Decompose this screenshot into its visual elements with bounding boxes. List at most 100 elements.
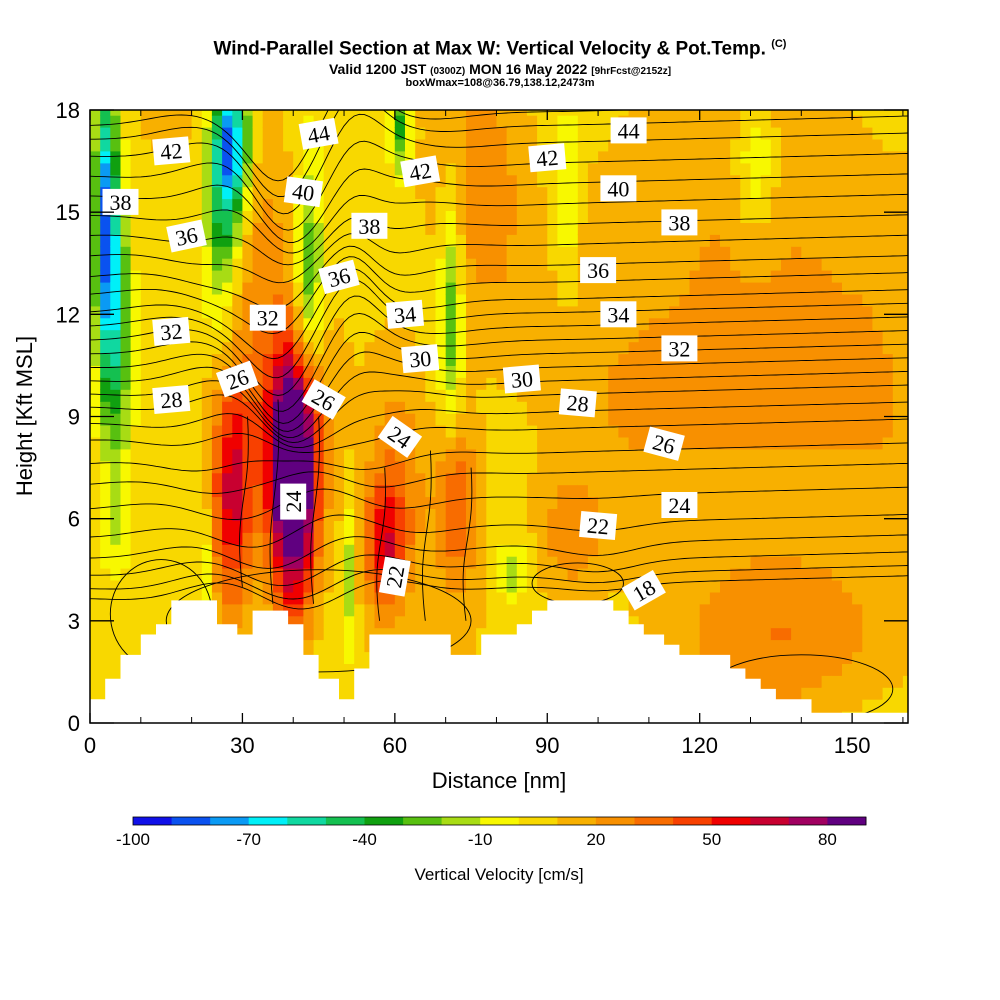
velocity-cell: [272, 258, 284, 271]
velocity-cell: [628, 484, 640, 498]
velocity-cell: [384, 282, 396, 295]
velocity-cell: [689, 246, 701, 259]
velocity-cell: [750, 377, 762, 390]
velocity-cell: [791, 317, 802, 331]
velocity-cell: [760, 389, 772, 402]
velocity-cell: [90, 329, 101, 343]
velocity-cell: [435, 472, 447, 486]
velocity-cell: [394, 401, 406, 414]
velocity-cell: [333, 365, 345, 378]
velocity-cell: [90, 293, 101, 307]
velocity-cell: [222, 544, 233, 557]
velocity-cell: [466, 222, 477, 235]
velocity-cell: [415, 377, 426, 390]
velocity-cell: [364, 353, 376, 366]
velocity-cell: [120, 282, 132, 295]
velocity-cell: [811, 436, 823, 450]
isentrope-label-bg: [351, 212, 388, 239]
velocity-cell: [252, 496, 264, 509]
velocity-cell: [405, 198, 416, 211]
velocity-cell: [587, 544, 599, 557]
velocity-cell: [222, 472, 233, 486]
velocity-cell: [211, 353, 223, 366]
velocity-cell: [598, 329, 609, 343]
velocity-cell: [293, 472, 304, 486]
velocity-cell: [526, 317, 538, 331]
velocity-cell: [323, 496, 335, 509]
velocity-cell: [821, 568, 833, 581]
velocity-cell: [872, 186, 884, 200]
velocity-cell: [618, 329, 630, 343]
velocity-cell: [333, 329, 345, 343]
velocity-cell: [293, 568, 304, 581]
velocity-cell: [313, 556, 325, 569]
velocity-cell: [730, 115, 741, 128]
velocity-cell: [831, 615, 843, 629]
velocity-cell: [892, 110, 904, 116]
velocity-cell: [791, 258, 802, 271]
velocity-cell: [557, 520, 569, 533]
velocity-cell: [222, 508, 233, 521]
velocity-cell: [557, 353, 569, 366]
velocity-cell: [232, 508, 244, 521]
velocity-cell: [587, 198, 599, 211]
velocity-cell: [455, 305, 467, 319]
velocity-cell: [648, 365, 660, 378]
velocity-cell: [811, 377, 823, 390]
velocity-cell: [902, 699, 908, 712]
velocity-cell: [628, 460, 640, 474]
velocity-cell: [283, 270, 294, 283]
velocity-cell: [394, 293, 406, 307]
velocity-cell: [598, 138, 609, 152]
velocity-cell: [699, 341, 711, 355]
velocity-cell: [100, 138, 111, 152]
velocity-cell: [618, 162, 630, 176]
isentrope-label-bg: [502, 364, 541, 394]
velocity-cell: [333, 568, 345, 581]
velocity-cell: [293, 401, 304, 414]
velocity-cell: [730, 580, 741, 593]
velocity-cell: [567, 246, 579, 259]
velocity-cell: [659, 198, 670, 211]
velocity-cell: [770, 544, 782, 557]
velocity-cell: [252, 234, 264, 247]
velocity-cell: [831, 270, 843, 283]
velocity-cell: [760, 115, 772, 128]
velocity-cell: [750, 591, 762, 605]
velocity-cell: [618, 580, 630, 593]
velocity-cell: [720, 532, 731, 545]
velocity-cell: [303, 580, 315, 593]
velocity-cell: [415, 591, 426, 605]
velocity-cell: [455, 293, 467, 307]
velocity-cell: [669, 110, 680, 116]
isentrope-label: 22: [378, 556, 411, 597]
velocity-cell: [151, 162, 162, 176]
velocity-cell: [130, 222, 142, 235]
velocity-cell: [577, 568, 589, 581]
velocity-cell: [171, 520, 183, 533]
velocity-cell: [740, 556, 752, 569]
isentrope-label-bg: [661, 335, 698, 362]
velocity-cell: [161, 472, 172, 486]
velocity-cell: [110, 460, 122, 474]
velocity-cell: [283, 401, 294, 414]
velocity-cell: [730, 651, 741, 664]
velocity-cell: [506, 293, 518, 307]
velocity-cell: [333, 448, 345, 462]
velocity-cell: [526, 544, 538, 557]
velocity-cell: [303, 448, 315, 462]
velocity-cell: [384, 162, 396, 176]
velocity-cell: [587, 115, 599, 128]
velocity-cell: [374, 389, 386, 402]
velocity-cell: [201, 436, 213, 450]
velocity-cell: [232, 615, 244, 629]
velocity-cell: [648, 341, 660, 355]
velocity-cell: [577, 556, 589, 569]
velocity-cell: [821, 436, 833, 450]
velocity-cell: [354, 305, 365, 319]
velocity-cell: [425, 425, 437, 438]
isentrope-label: 42: [528, 143, 567, 173]
velocity-cell: [537, 425, 548, 438]
velocity-cell: [831, 603, 843, 617]
velocity-cell: [110, 508, 122, 521]
